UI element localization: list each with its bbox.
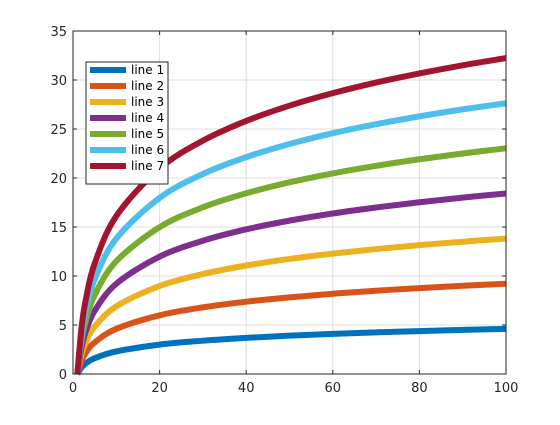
legend-label: line 3: [131, 95, 164, 109]
legend-label: line 6: [131, 143, 164, 157]
series-line-2: [74, 280, 507, 375]
x-tick-label: 40: [238, 381, 255, 396]
y-tick-label: 0: [59, 368, 67, 383]
legend: line 1 line 2 line 3 line 4 line 5 line 6 line…: [85, 61, 169, 185]
series-line-7: [74, 55, 507, 375]
y-tick-label: 5: [59, 319, 67, 334]
series-lines: [74, 55, 507, 376]
x-tick-label: 20: [151, 381, 168, 396]
legend-label: line 4: [131, 111, 164, 125]
legend-label: line 7: [131, 159, 164, 173]
x-tick-label: 80: [411, 381, 428, 396]
x-tick-label: 60: [325, 381, 342, 396]
x-tick-label: 100: [494, 381, 519, 396]
y-tick-label: 30: [50, 74, 67, 89]
series-line-3: [74, 235, 507, 375]
y-tick-label: 20: [50, 172, 67, 187]
axis-ticks: 0 20 40 60 80 100 0 5 10 15 20 25 30 35: [50, 25, 518, 396]
plot-area-border: [72, 30, 507, 375]
legend-label: line 2: [131, 79, 164, 93]
y-tick-label: 35: [50, 25, 67, 40]
y-tick-label: 15: [50, 221, 67, 236]
y-tick-label: 10: [50, 270, 67, 285]
x-tick-label: 0: [69, 381, 77, 396]
legend-label: line 5: [131, 127, 164, 141]
y-tick-label: 25: [50, 123, 67, 138]
series-line-1: [74, 325, 507, 376]
legend-label: line 1: [131, 63, 164, 77]
